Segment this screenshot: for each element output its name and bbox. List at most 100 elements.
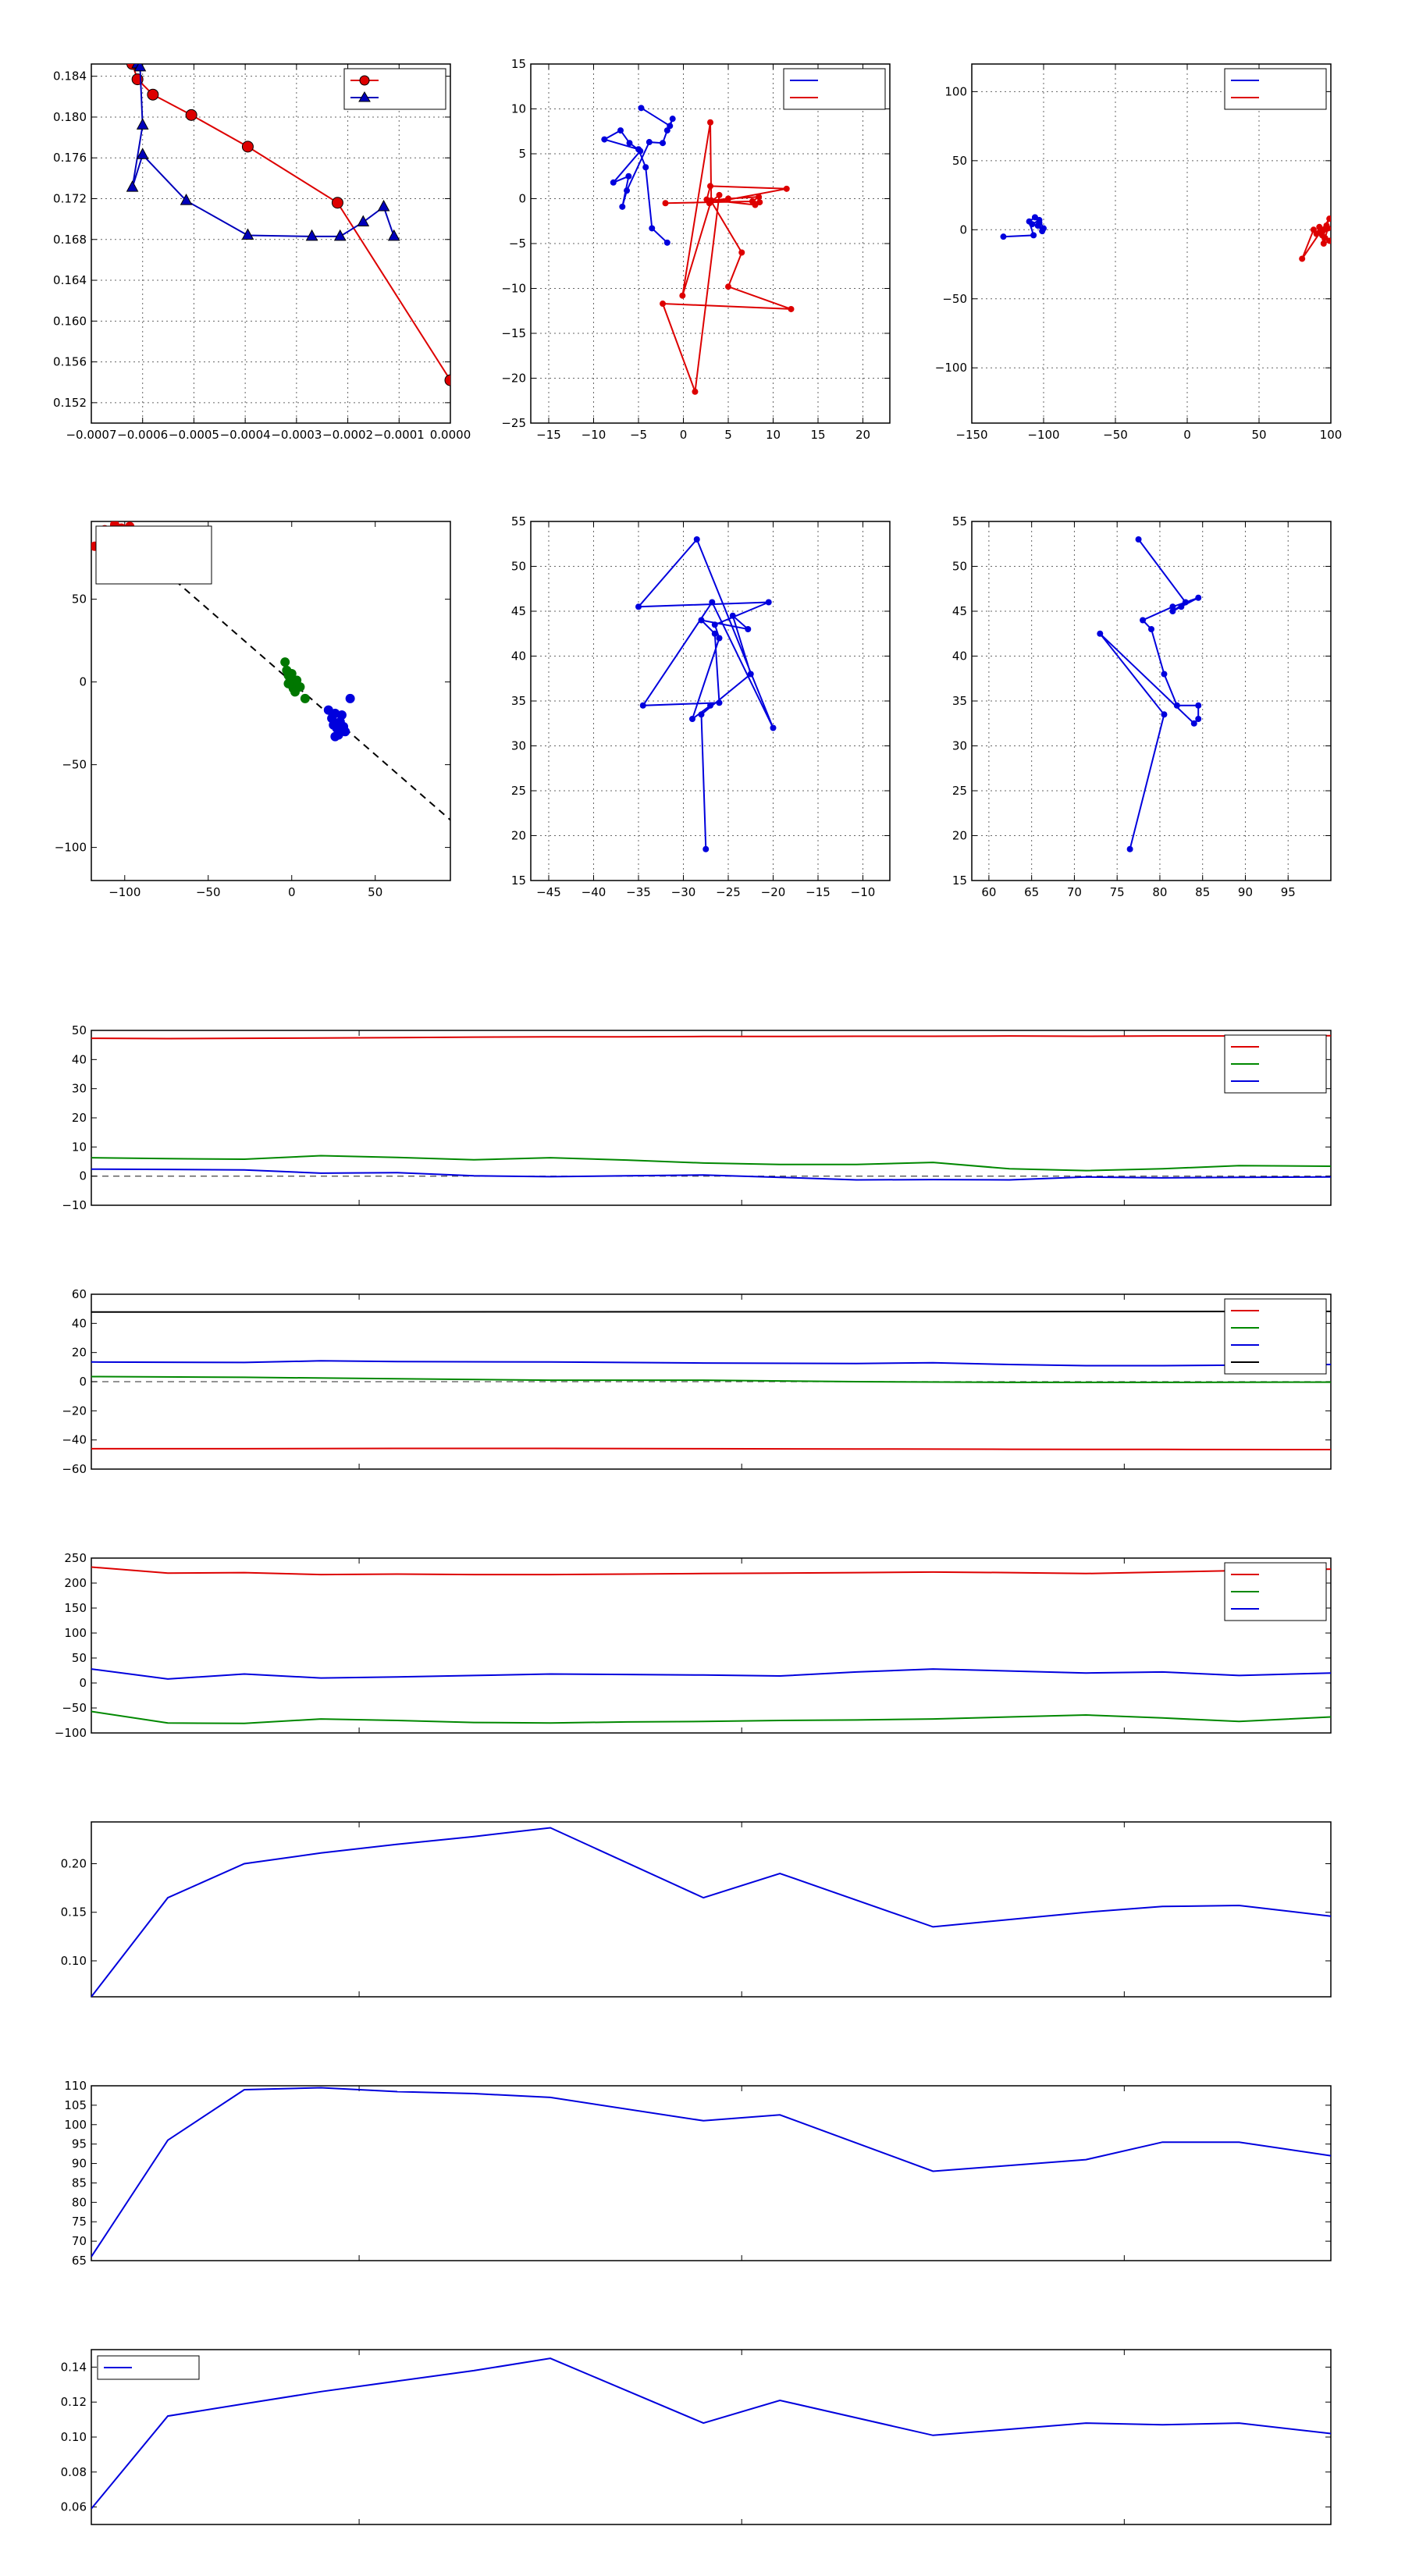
y-tick-label: 90: [72, 2157, 87, 2171]
series-line: [131, 64, 395, 237]
series-0: [91, 1566, 1331, 1576]
y-tick-label: 0.15: [61, 1905, 87, 1920]
series-0: [1097, 536, 1202, 852]
data-point: [1313, 230, 1320, 237]
data-point: [136, 148, 149, 159]
data-point: [693, 536, 700, 543]
legend: [97, 2355, 200, 2380]
series-1: [91, 1375, 1331, 1383]
x-tick-label: −150: [955, 428, 987, 442]
panel-proton-temperature: 0.06 0.08 0.10 0.12 0.14: [61, 2349, 1332, 2525]
x-tick-label: 100: [1320, 428, 1343, 442]
series-line: [91, 2087, 1331, 2258]
series-line: [91, 1168, 1331, 1181]
data-point: [333, 718, 343, 728]
x-tick-label: 10: [766, 428, 781, 442]
x-tick-label: −15: [806, 885, 831, 899]
y-tick-label: −5: [509, 237, 526, 251]
data-point: [725, 283, 731, 290]
y-tick-label: −100: [935, 361, 967, 375]
y-tick-label: −15: [501, 326, 526, 340]
y-tick-label: 250: [64, 1551, 87, 1565]
y-tick-label: 0: [79, 1169, 87, 1183]
series-line: [91, 2357, 1331, 2510]
y-tick-label: 25: [952, 784, 967, 798]
y-tick-label: 0: [518, 192, 526, 206]
y-tick-label: 0.14: [61, 2360, 87, 2374]
data-point: [1318, 232, 1325, 239]
series-3: [91, 1311, 1331, 1313]
data-point: [637, 148, 644, 155]
data-point: [1161, 671, 1168, 678]
y-tick-label: 0.168: [53, 233, 87, 247]
series-0: [280, 657, 310, 703]
data-point: [788, 305, 795, 312]
data-point: [147, 88, 159, 101]
plot-area: [91, 2087, 1331, 2258]
series-line: [91, 1668, 1331, 1680]
y-tick-label: −40: [62, 1433, 87, 1447]
axes-frame: [91, 63, 451, 424]
y-tick-label: −100: [55, 1726, 87, 1740]
data-point: [387, 229, 400, 241]
data-point: [692, 388, 699, 395]
data-point: [667, 123, 674, 130]
y-tick-label: 200: [64, 1576, 87, 1590]
plot-area: [91, 1827, 1331, 1997]
y-tick-label: 0.156: [53, 355, 87, 369]
y-tick-label: 0.06: [61, 2500, 87, 2514]
data-point: [180, 194, 193, 205]
data-point: [1148, 626, 1154, 632]
y-tick-label: 30: [511, 739, 526, 753]
data-point: [679, 292, 686, 299]
y-tick-label: 50: [952, 560, 967, 574]
series-line: [91, 1827, 1331, 1997]
y-tick-label: 50: [72, 1651, 87, 1665]
data-point: [756, 199, 763, 206]
legend-box: [1224, 68, 1327, 110]
data-point: [638, 105, 645, 112]
y-tick-label: 50: [952, 154, 967, 168]
data-point: [617, 127, 624, 134]
plot-area: [601, 105, 795, 395]
x-tick-label: 0.0000: [430, 428, 471, 442]
series-1: [126, 64, 400, 241]
x-tick-label: 85: [1195, 885, 1210, 899]
panel-magnetic-field-rtn: −10 0 10 20 30 40 50: [62, 1023, 1332, 1212]
data-point: [1169, 603, 1176, 610]
y-tick-label: −50: [62, 758, 87, 772]
legend: [1224, 1298, 1327, 1375]
plot-area: [126, 64, 450, 386]
y-tick-label: 0.08: [61, 2465, 87, 2479]
x-tick-label: 0: [1183, 428, 1191, 442]
data-point: [639, 702, 646, 709]
x-tick-label: −0.0002: [322, 428, 373, 442]
y-tick-label: 20: [72, 1346, 87, 1360]
y-tick-label: 40: [511, 649, 526, 664]
legend-marker: [359, 75, 370, 86]
data-point: [624, 187, 631, 194]
x-tick-label: −0.0006: [117, 428, 168, 442]
y-tick-label: 15: [952, 873, 967, 888]
data-point: [745, 626, 752, 632]
data-point: [783, 185, 790, 192]
data-point: [377, 199, 390, 212]
y-tick-label: −20: [501, 372, 526, 386]
series-0: [91, 1827, 1331, 1997]
data-point: [1182, 599, 1189, 606]
data-point: [241, 141, 254, 153]
series-2: [91, 1360, 1331, 1367]
y-tick-label: 0.180: [53, 110, 87, 124]
y-tick-label: 50: [72, 1023, 87, 1037]
data-point: [626, 140, 633, 147]
series-line: [91, 1566, 1331, 1576]
data-point: [725, 195, 731, 202]
x-tick-label: −0.0003: [271, 428, 322, 442]
data-point: [738, 249, 745, 256]
data-point: [698, 711, 705, 718]
data-point: [716, 191, 723, 198]
y-tick-label: −50: [62, 1701, 87, 1715]
series-0: [126, 64, 450, 386]
data-point: [1320, 240, 1327, 247]
series-1: [91, 1155, 1331, 1172]
